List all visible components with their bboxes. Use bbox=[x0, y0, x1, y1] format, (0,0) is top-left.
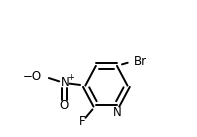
Text: F: F bbox=[79, 115, 85, 128]
Text: +: + bbox=[67, 73, 74, 82]
Text: O: O bbox=[60, 99, 69, 112]
Text: N: N bbox=[60, 76, 69, 89]
Text: Br: Br bbox=[133, 55, 147, 68]
Text: −O: −O bbox=[23, 70, 42, 83]
Text: N: N bbox=[113, 106, 122, 119]
